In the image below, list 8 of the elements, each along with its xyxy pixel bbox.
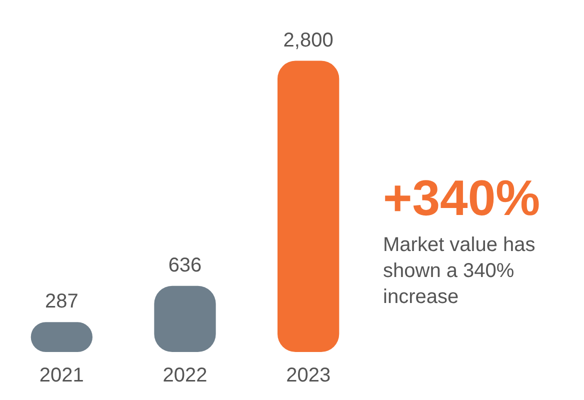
x-tick-label: 2022 (162, 364, 208, 387)
x-tick-label: 2021 (39, 364, 84, 387)
data-label: 287 (44, 290, 78, 313)
data-label: 636 (168, 254, 202, 276)
x-tick-label: 2023 (286, 364, 331, 387)
text: Market value has shown a 340% increase (383, 233, 536, 310)
text: +340% (383, 170, 542, 226)
data-label: 2,800 (283, 29, 334, 52)
